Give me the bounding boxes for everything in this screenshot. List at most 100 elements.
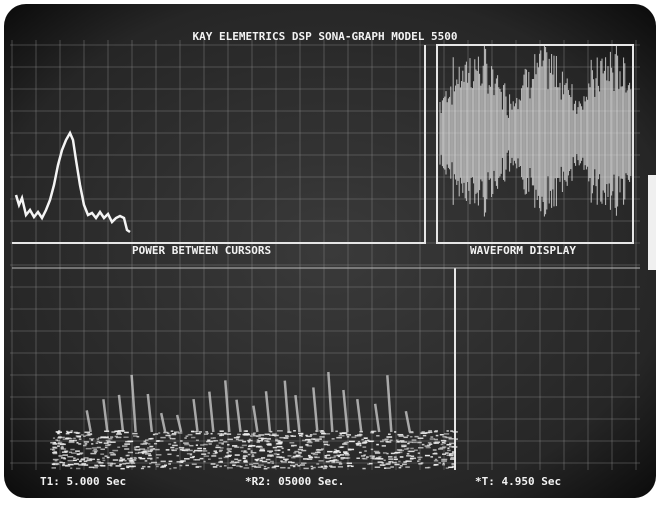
spectro-dot (84, 441, 89, 443)
spectro-dot (61, 457, 66, 459)
spectro-dot (314, 456, 317, 458)
spectro-dot (365, 440, 367, 442)
spectro-dot (108, 444, 112, 446)
spectro-dot (140, 458, 146, 460)
spectro-dot (288, 467, 291, 469)
spectro-dot (124, 436, 129, 438)
spectro-dot (79, 461, 82, 463)
spectro-dot (148, 443, 150, 445)
spectro-dot (168, 443, 171, 445)
spectro-dot (257, 439, 259, 441)
spectro-dot (323, 468, 327, 470)
spectro-dot (117, 432, 121, 434)
spectro-dot (208, 458, 211, 460)
spectro-dot (69, 440, 74, 442)
spectro-dot (169, 468, 171, 470)
spectro-dot (116, 433, 122, 435)
spectro-dot (92, 447, 97, 449)
spectro-dot (290, 435, 293, 437)
spectro-dot (196, 466, 202, 468)
spectro-dot (428, 467, 431, 469)
spectro-dot (410, 458, 416, 460)
spectro-dot (395, 452, 400, 454)
spectro-dot (247, 440, 252, 442)
spectro-dot (192, 456, 195, 458)
spectro-dot (428, 430, 432, 432)
spectro-dot (297, 465, 300, 467)
spectro-dot (433, 442, 436, 444)
spectro-dot (137, 436, 140, 438)
spectro-dot (206, 433, 209, 435)
spectro-dot (230, 462, 236, 464)
spectro-dot (120, 460, 123, 462)
spectro-dot (362, 446, 366, 448)
spectro-dot (394, 464, 399, 466)
spectro-dot (231, 461, 234, 463)
spectro-dot (418, 459, 421, 461)
spectro-dot (344, 453, 349, 455)
spectro-dot (442, 442, 445, 444)
spectro-dot (94, 465, 98, 467)
spectro-dot (364, 441, 367, 443)
spectro-dot (113, 459, 118, 461)
spectro-dot (61, 446, 63, 448)
spectro-dot (299, 435, 302, 437)
spectro-dot (453, 431, 458, 433)
spectro-dot (242, 445, 247, 447)
spectro-dot (209, 443, 212, 445)
spectro-dot (232, 464, 236, 466)
spectro-dot (358, 441, 360, 443)
spectro-dot (306, 439, 311, 441)
spectro-dot (303, 468, 308, 470)
status-t1: T1: 5.000 Sec (40, 475, 126, 488)
spectro-dot (394, 456, 397, 458)
spectro-dot (277, 446, 283, 448)
spectro-dot (157, 440, 160, 442)
spectro-dot (141, 468, 144, 470)
spectro-dot (388, 433, 391, 435)
spectro-dot (323, 441, 328, 443)
spectro-dot (330, 466, 336, 468)
spectro-dot (371, 431, 376, 433)
spectro-dot (438, 448, 443, 450)
spectro-dot (142, 466, 145, 468)
spectro-dot (179, 447, 184, 449)
spectro-dot (87, 434, 92, 436)
spectro-dot (60, 444, 66, 446)
spectro-dot (70, 449, 74, 451)
spectro-dot (275, 439, 278, 441)
spectro-dot (214, 450, 217, 452)
spectro-dot (332, 438, 335, 440)
spectro-dot (448, 467, 454, 469)
spectro-dot (340, 446, 343, 448)
spectro-dot (446, 437, 451, 439)
spectro-dot (282, 452, 284, 454)
spectro-dot (130, 463, 135, 465)
spectro-dot (139, 448, 145, 450)
spectro-dot (74, 463, 79, 465)
spectro-dot (319, 436, 324, 438)
spectro-dot (435, 459, 437, 461)
spectro-dot (414, 449, 418, 451)
spectro-dot (441, 444, 444, 446)
spectro-dot (240, 466, 243, 468)
spectro-dot (430, 436, 433, 438)
spectro-dot (364, 437, 368, 439)
spectro-dot (193, 459, 195, 461)
spectro-dot (52, 443, 57, 445)
spectro-dot (288, 461, 292, 463)
spectro-dot (380, 464, 385, 466)
spectro-dot (317, 451, 320, 453)
spectro-dot (285, 435, 289, 437)
spectro-dot (184, 444, 189, 446)
spectro-dot (151, 462, 157, 464)
spectro-dot (315, 440, 320, 442)
spectro-dot (288, 449, 291, 451)
spectro-dot (108, 464, 111, 466)
spectro-dot (282, 448, 284, 450)
spectro-dot (331, 462, 335, 464)
spectro-dot (71, 430, 74, 432)
spectro-dot (394, 431, 396, 433)
spectro-dot (203, 450, 207, 452)
spectro-dot (444, 433, 449, 435)
